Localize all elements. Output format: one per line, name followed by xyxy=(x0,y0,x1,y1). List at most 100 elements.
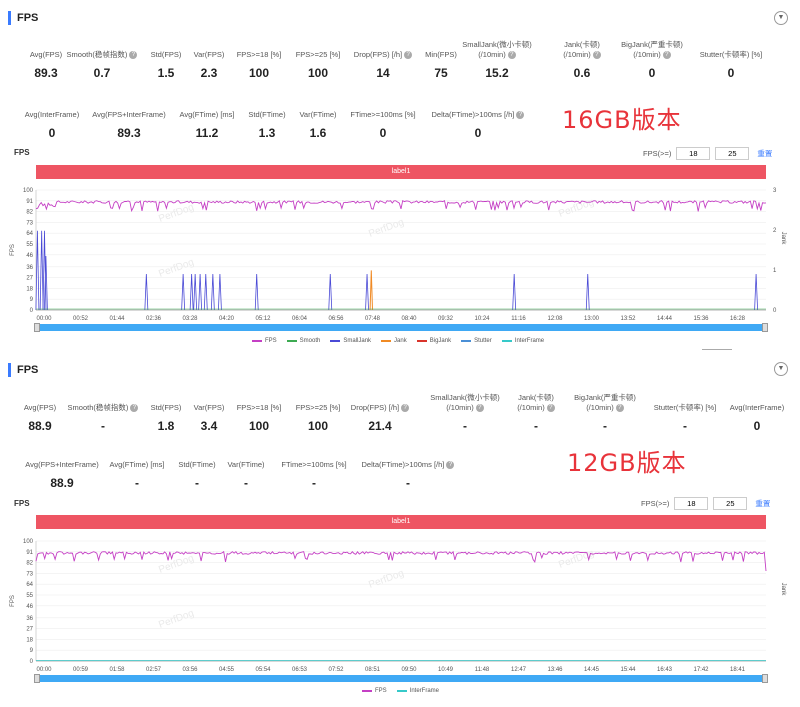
x-tick-label: 09:32 xyxy=(438,316,454,322)
time-range-slider[interactable] xyxy=(34,674,768,683)
slider-right-handle[interactable] xyxy=(762,674,768,683)
x-tick-label: 06:04 xyxy=(292,316,308,322)
metric-std: Std(FTime) - xyxy=(142,450,252,490)
time-range-slider[interactable] xyxy=(34,323,768,332)
panel-accent-bar xyxy=(8,363,11,377)
label-band[interactable]: label1 xyxy=(36,515,766,529)
version-label: 12GB版本 xyxy=(567,449,687,477)
metric-label: Drop(FPS) [/h] ? xyxy=(325,403,435,413)
metric-label: FPS>=18 [%] xyxy=(236,403,282,412)
metric-std: Std(FTime) 1.3 xyxy=(212,100,322,140)
metric-value: 1.5 xyxy=(157,66,175,80)
metric-var: Var(FPS) 2.3 xyxy=(154,40,264,80)
info-icon[interactable]: ? xyxy=(130,404,139,413)
metric-value: 21.4 xyxy=(368,419,392,433)
scroll-indicator xyxy=(702,349,732,350)
x-tick-label: 14:45 xyxy=(584,667,600,673)
x-tick-label: 06:53 xyxy=(292,667,308,673)
fps-threshold-25-input[interactable] xyxy=(715,147,750,160)
legend-item-fps[interactable]: FPS xyxy=(362,688,387,694)
x-tick-label: 12:08 xyxy=(547,316,563,322)
panel-title: FPS xyxy=(17,12,39,24)
metric-delta: Delta(FTime)>100ms [/h] ? 0 xyxy=(423,100,533,140)
metric-label: FTime>=100ms [%] xyxy=(281,460,347,469)
metric-label: FPS>=25 [%] xyxy=(295,50,341,59)
metric-value: 2.3 xyxy=(200,66,218,80)
x-tick-label: 01:58 xyxy=(109,667,125,673)
info-icon[interactable]: ? xyxy=(129,51,138,60)
y2-axis-label: Jank xyxy=(780,232,786,246)
y-tick-label: 46 xyxy=(26,253,33,259)
version-label: 16GB版本 xyxy=(562,106,682,134)
metric-avg: Avg(FPS) 88.9 xyxy=(0,393,95,433)
legend-item-fps[interactable]: FPS xyxy=(252,338,277,344)
reset-link[interactable]: 重置 xyxy=(755,499,771,508)
info-icon[interactable]: ? xyxy=(401,404,410,413)
collapse-chevron-icon[interactable]: ▼ xyxy=(774,11,788,25)
info-icon[interactable]: ? xyxy=(592,51,601,60)
metric-label: Stutter(卡顿率) [%] xyxy=(699,50,763,59)
watermark-text: PerfDog xyxy=(157,202,195,225)
watermark-text: PerfDog xyxy=(157,608,195,631)
metric-label: BigJank(严重卡顿) (/10min) ? xyxy=(621,40,683,60)
metric-smalljank: SmallJank(微小卡顿) (/10min) ? 15.2 xyxy=(442,40,552,80)
legend-item-stutter[interactable]: Stutter xyxy=(461,338,492,344)
y-tick-label: 64 xyxy=(26,582,33,588)
metric-value: - xyxy=(312,476,316,490)
legend-item-bigjank[interactable]: BigJank xyxy=(416,338,451,344)
metric-label: Avg(FPS+InterFrame) xyxy=(92,110,166,119)
info-icon[interactable]: ? xyxy=(507,51,516,60)
x-tick-label: 10:24 xyxy=(474,316,490,322)
info-icon[interactable]: ? xyxy=(404,51,413,60)
x-tick-label: 02:57 xyxy=(146,667,162,673)
metric-label: Avg(FPS+InterFrame) xyxy=(25,460,99,469)
legend-item-smalljank[interactable]: SmallJank xyxy=(330,338,371,344)
info-icon[interactable]: ? xyxy=(446,461,455,470)
metric-delta: Delta(FTime)>100ms [/h] ? - xyxy=(353,450,463,490)
fps-threshold-18-input[interactable] xyxy=(676,147,711,160)
watermark-text: PerfDog xyxy=(367,568,405,591)
info-icon[interactable]: ? xyxy=(546,404,555,413)
legend-item-interframe[interactable]: InterFrame xyxy=(501,338,544,344)
y-tick-label: 100 xyxy=(23,188,34,194)
info-icon[interactable]: ? xyxy=(516,111,525,120)
metric-avg: Avg(InterFrame) 0 xyxy=(0,100,107,140)
metric-value: - xyxy=(135,476,139,490)
info-icon[interactable]: ? xyxy=(662,51,671,60)
legend-label: FPS xyxy=(375,688,387,694)
slider-right-handle[interactable] xyxy=(762,323,768,332)
info-icon[interactable]: ? xyxy=(475,404,484,413)
metric-label: Var(FPS) xyxy=(193,50,225,59)
label-band[interactable]: label1 xyxy=(36,165,766,179)
slider-left-handle[interactable] xyxy=(34,323,40,332)
smalljank-spike xyxy=(254,273,259,311)
metric-label: Delta(FTime)>100ms [/h] ? xyxy=(423,110,533,120)
fps-threshold-18-input[interactable] xyxy=(674,497,709,510)
slider-left-handle[interactable] xyxy=(34,674,40,683)
legend-item-interframe[interactable]: InterFrame xyxy=(396,688,439,694)
metric-value: 100 xyxy=(307,419,329,433)
metric-label: BigJank(严重卡顿) (/10min) ? xyxy=(574,393,636,413)
fps-threshold-25-input[interactable] xyxy=(713,497,748,510)
metric-value: 14 xyxy=(376,66,390,80)
y-tick-label: 18 xyxy=(26,637,33,643)
fps-chart[interactable]: 100 91 82 73 64 55 46 36 27 18 9 0 FPS Jank 00:00 00:59… xyxy=(0,533,800,683)
reset-link[interactable]: 重置 xyxy=(757,149,773,158)
metric-jank: Jank(卡顿) (/10min) ? - xyxy=(481,393,591,433)
x-tick-label: 14:44 xyxy=(657,316,673,322)
metric-fps>=25: FPS>=25 [%] 100 xyxy=(263,40,373,80)
panel-title: FPS xyxy=(17,364,39,376)
y-tick-label: 9 xyxy=(30,297,34,303)
info-icon[interactable]: ? xyxy=(615,404,624,413)
legend-item-smooth[interactable]: Smooth xyxy=(286,338,320,344)
legend-label: FPS xyxy=(265,338,277,344)
fps-panel-16gb: FPS ▼ Avg(FPS) 89.3 Smooth(稳帧指数) ? 0.7 Std(F… xyxy=(0,11,800,350)
legend-item-jank[interactable]: Jank xyxy=(381,338,407,344)
watermark-text: PerfDog xyxy=(557,548,595,571)
fps-chart[interactable]: 100 91 82 73 64 55 46 36 27 18 9 0 FPS 3 2 1 0 Jank 00:00 0… xyxy=(0,182,800,332)
collapse-chevron-icon[interactable]: ▼ xyxy=(774,362,788,376)
panel-accent-bar xyxy=(8,11,11,25)
y-tick-label: 0 xyxy=(30,659,34,665)
fps-series-line xyxy=(35,550,767,572)
metric-fps>=25: FPS>=25 [%] 100 xyxy=(263,393,373,433)
